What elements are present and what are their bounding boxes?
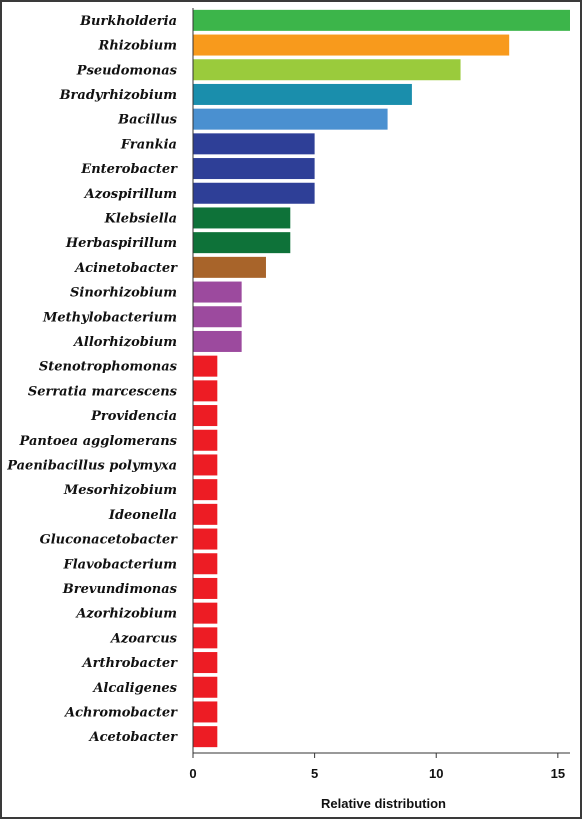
bar-frankia	[193, 133, 315, 155]
bar-herbaspirillum	[193, 232, 291, 254]
category-label: Stenotrophomonas	[39, 360, 178, 375]
bar-alcaligenes	[193, 676, 218, 698]
category-label: Pantoea agglomerans	[19, 434, 178, 449]
category-label: Rhizobium	[98, 39, 177, 54]
category-label: Gluconacetobacter	[40, 533, 179, 548]
bar-enterobacter	[193, 158, 315, 180]
category-label: Azoarcus	[109, 631, 178, 646]
bar-ideonella	[193, 503, 218, 525]
category-label: Achromobacter	[63, 705, 178, 720]
bar-stenotrophomonas	[193, 355, 218, 377]
x-tick-label: 15	[551, 766, 565, 781]
category-label: Azorhizobium	[74, 607, 177, 622]
category-labels-group: Burkholderia Rhizobium Pseudomonas Bradyrhi…	[6, 14, 178, 745]
category-label: Serratia marcescens	[28, 384, 178, 399]
bar-paenibacillus-polymyxa	[193, 454, 218, 476]
bar-azospirillum	[193, 182, 315, 204]
x-ticks-group: 0 5 10 15	[189, 753, 565, 781]
bar-mesorhizobium	[193, 479, 218, 501]
bar-pantoea-agglomerans	[193, 429, 218, 451]
bar-azoarcus	[193, 627, 218, 649]
bar-allorhizobium	[193, 330, 242, 352]
category-label: Ideonella	[108, 508, 177, 523]
bar-acetobacter	[193, 726, 218, 748]
category-label: Azospirillum	[83, 187, 177, 202]
bar-methylobacterium	[193, 306, 242, 328]
category-label: Acetobacter	[87, 730, 178, 745]
bar-klebsiella	[193, 207, 291, 229]
bar-gluconacetobacter	[193, 528, 218, 550]
bar-brevundimonas	[193, 577, 218, 599]
bar-burkholderia	[193, 9, 570, 31]
x-tick-label: 10	[429, 766, 443, 781]
bar-rhizobium	[193, 34, 510, 56]
bar-bacillus	[193, 108, 388, 130]
category-label: Enterobacter	[80, 162, 178, 177]
category-label: Providencia	[90, 409, 177, 424]
category-label: Arthrobacter	[81, 656, 179, 671]
bar-achromobacter	[193, 701, 218, 723]
x-tick-label: 5	[311, 766, 318, 781]
bar-providencia	[193, 405, 218, 427]
category-label: Acinetobacter	[73, 261, 178, 276]
category-label: Paenibacillus polymyxa	[6, 458, 177, 473]
x-axis-title: Relative distribution	[321, 796, 446, 811]
bars-group	[193, 9, 570, 748]
bar-azorhizobium	[193, 602, 218, 624]
category-label: Mesorhizobium	[63, 483, 177, 498]
category-label: Allorhizobium	[72, 335, 177, 350]
category-label: Pseudomonas	[76, 63, 178, 78]
category-label: Bacillus	[117, 113, 178, 128]
category-label: Brevundimonas	[62, 582, 178, 597]
category-label: Herbaspirillum	[65, 236, 177, 251]
bar-arthrobacter	[193, 652, 218, 674]
bar-flavobacterium	[193, 553, 218, 575]
bar-bradyrhizobium	[193, 83, 412, 105]
x-tick-label: 0	[189, 766, 196, 781]
category-label: Bradyrhizobium	[59, 88, 177, 103]
category-label: Klebsiella	[104, 211, 177, 226]
bar-sinorhizobium	[193, 281, 242, 303]
bar-pseudomonas	[193, 59, 461, 81]
category-label: Sinorhizobium	[70, 286, 177, 301]
bar-acinetobacter	[193, 256, 266, 278]
category-label: Flavobacterium	[62, 557, 177, 572]
category-label: Alcaligenes	[91, 681, 177, 696]
bar-serratia-marcescens	[193, 380, 218, 402]
category-label: Methylobacterium	[42, 310, 177, 325]
category-label: Frankia	[120, 137, 177, 152]
category-label: Burkholderia	[79, 14, 177, 29]
